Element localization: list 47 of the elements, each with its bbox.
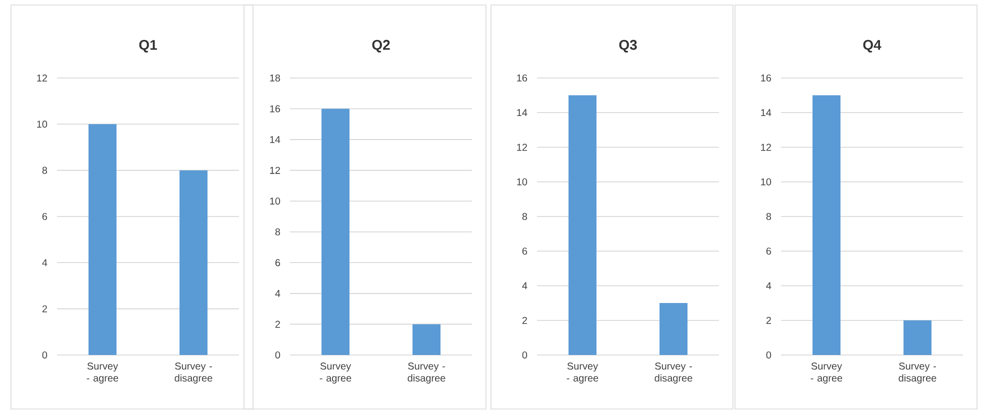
y-tick-label: 10 (37, 120, 48, 128)
chart-title: Q1 (139, 40, 157, 52)
y-tick-label: 2 (522, 316, 527, 324)
y-tick-label: 18 (270, 74, 280, 82)
y-tick-label: 2 (42, 305, 47, 312)
chart-title: Q2 (372, 40, 390, 52)
chart-title: Q3 (619, 40, 637, 52)
y-tick-label: 8 (42, 166, 48, 174)
y-tick-label: 0 (42, 351, 48, 359)
y-tick-label: 0 (522, 351, 528, 359)
y-tick-label: 10 (270, 198, 280, 205)
y-tick-label: 0 (766, 351, 772, 359)
y-tick-label: 12 (270, 166, 280, 174)
x-tick-label: Survey - disagree (408, 362, 446, 384)
y-tick-label: 8 (522, 212, 528, 220)
x-tick-label: Survey - agree (86, 362, 118, 384)
x-tick-label: Survey - disagree (654, 362, 692, 384)
y-tick-label: 6 (275, 259, 280, 266)
y-tick-label: 12 (517, 144, 527, 151)
y-tick-label: 6 (522, 248, 528, 255)
x-tick-label: Survey - disagree (898, 362, 936, 384)
x-tick-label: Survey - agree (566, 362, 598, 384)
y-tick-label: 2 (766, 316, 771, 324)
y-tick-label: 16 (270, 105, 280, 112)
y-tick-label: 4 (766, 282, 772, 290)
y-tick-label: 2 (275, 320, 280, 328)
y-tick-label: 14 (517, 109, 528, 116)
x-tick-label: Survey - agree (320, 362, 352, 384)
y-tick-label: 8 (766, 212, 772, 220)
y-tick-label: 14 (761, 109, 772, 116)
y-tick-label: 4 (42, 259, 48, 266)
x-tick-label: Survey - agree (810, 362, 842, 384)
y-tick-label: 4 (275, 290, 280, 297)
y-tick-label: 4 (522, 282, 528, 290)
y-tick-label: 12 (37, 74, 47, 82)
y-tick-label: 10 (517, 178, 528, 186)
chart-title: Q4 (863, 40, 882, 52)
y-tick-label: 8 (275, 228, 280, 236)
x-tick-label: Survey - disagree (174, 362, 212, 384)
y-tick-label: 16 (517, 74, 528, 82)
y-tick-label: 10 (761, 178, 772, 186)
y-tick-label: 14 (270, 136, 280, 143)
y-tick-label: 6 (766, 248, 772, 255)
y-tick-label: 0 (275, 351, 280, 359)
y-tick-label: 6 (42, 212, 48, 220)
y-tick-label: 12 (761, 144, 771, 151)
y-tick-label: 16 (761, 74, 772, 82)
